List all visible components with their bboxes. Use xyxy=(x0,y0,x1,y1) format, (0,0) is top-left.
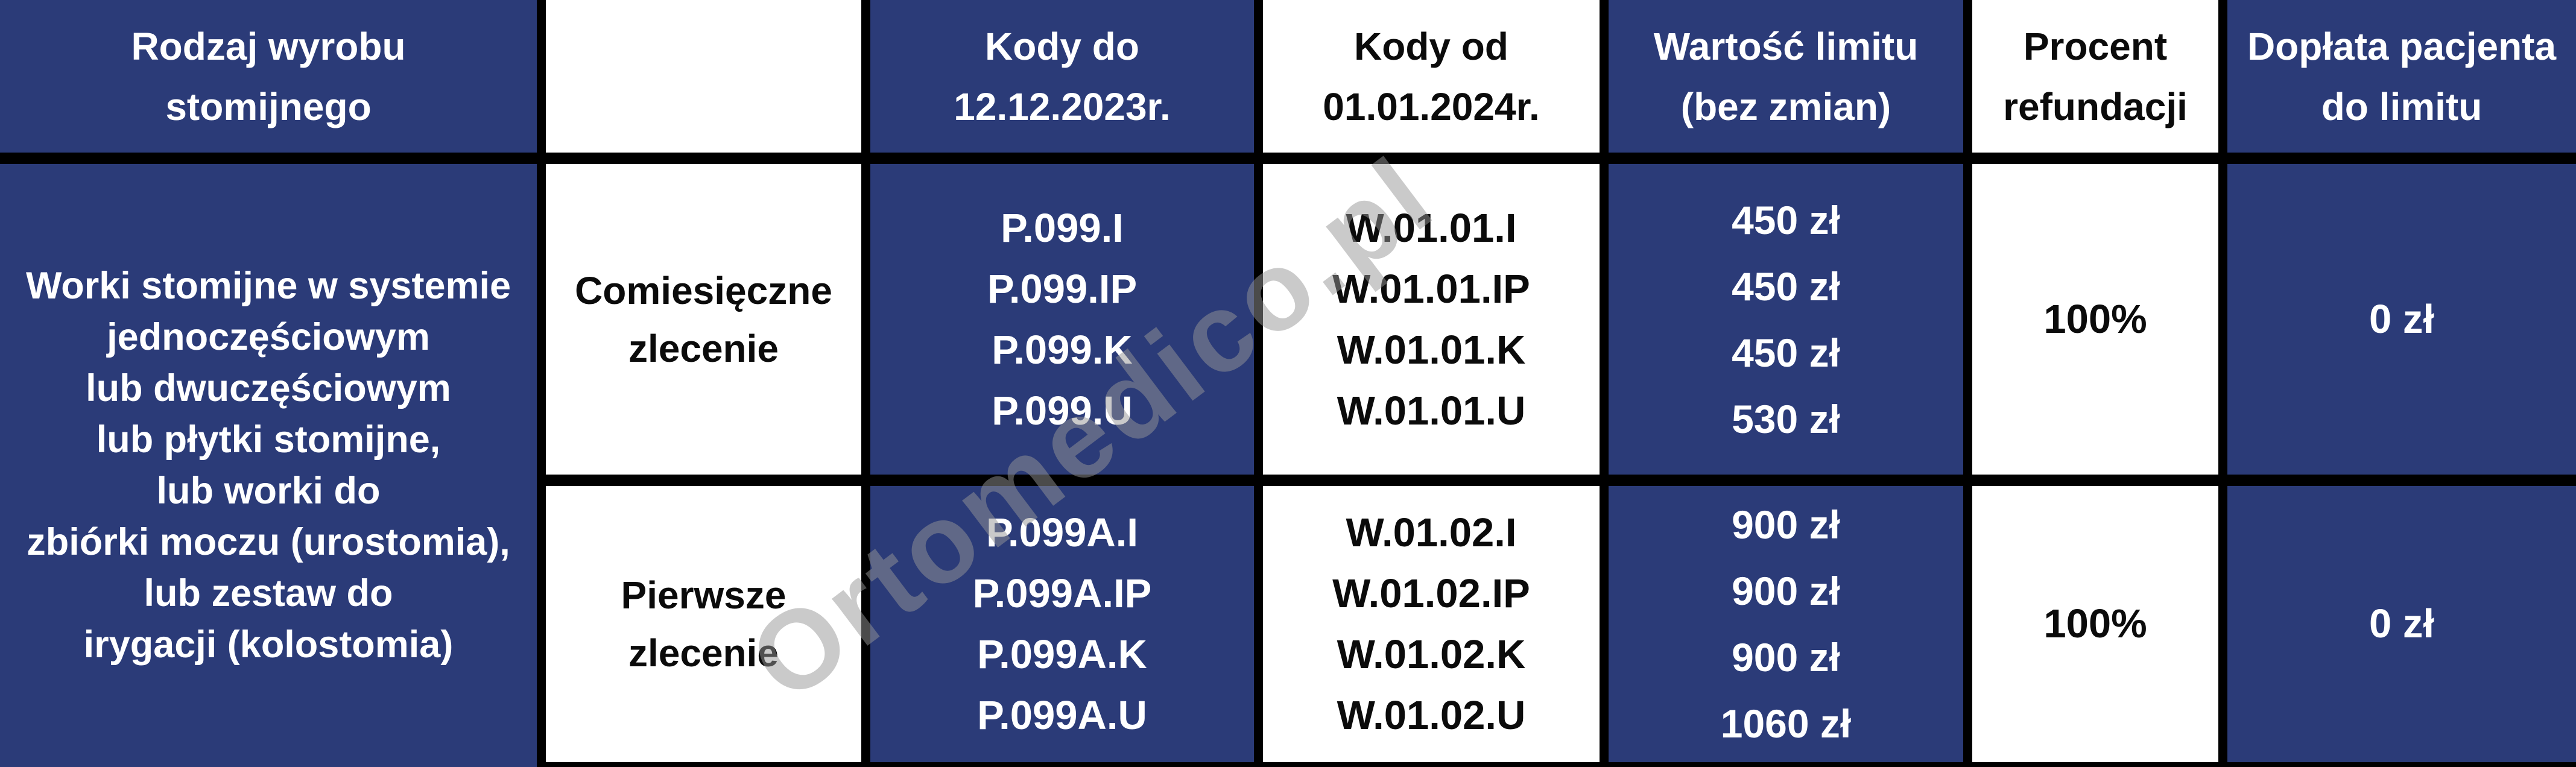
cell-codes-new-row1: W.01.01.I W.01.01.IP W.01.01.K W.01.01.U xyxy=(1263,164,1600,475)
header-cell-blank xyxy=(546,0,861,153)
order-type-line: zlecenie xyxy=(628,631,779,675)
cell-limit-values-row2: 900 zł 900 zł 900 zł 1060 zł xyxy=(1609,486,1963,762)
cell-order-type-row2: Pierwsze zlecenie xyxy=(546,486,861,762)
header-cell-limit-value: Wartość limitu (bez zmian) xyxy=(1609,0,1963,153)
cell-refund-row1: 100% xyxy=(1972,164,2218,475)
cell-refund-row2: 100% xyxy=(1972,486,2218,762)
cell-limit-values-row1: 450 zł 450 zł 450 zł 530 zł xyxy=(1609,164,1963,475)
product-line: jednoczęściowym xyxy=(107,316,430,358)
header-line: Kody do xyxy=(985,24,1139,68)
code-line: P.099A.I xyxy=(986,510,1139,555)
header-line: Wartość limitu xyxy=(1653,24,1919,68)
refund-value: 100% xyxy=(2043,601,2147,646)
product-line: Worki stomijne w systemie xyxy=(25,265,511,307)
order-type-line: zlecenie xyxy=(628,326,779,370)
code-line: P.099.K xyxy=(992,327,1133,373)
code-line: W.01.02.IP xyxy=(1332,571,1530,616)
header-line: refundacji xyxy=(2003,84,2188,128)
copay-value: 0 zł xyxy=(2369,601,2434,646)
cell-product-description: Worki stomijne w systemie jednoczęściowy… xyxy=(0,164,537,767)
header-line: Kody od xyxy=(1354,24,1508,68)
header-cell-refund-percent: Procent refundacji xyxy=(1972,0,2218,153)
limit-line: 900 zł xyxy=(1732,635,1840,680)
cell-codes-old-row1: P.099.I P.099.IP P.099.K P.099.U xyxy=(870,164,1254,475)
refund-value: 100% xyxy=(2043,296,2147,342)
code-line: W.01.02.I xyxy=(1346,510,1517,555)
cell-order-type-row1: Comiesięczne zlecenie xyxy=(546,164,861,475)
header-line: 01.01.2024r. xyxy=(1323,84,1540,128)
header-line: stomijnego xyxy=(165,84,372,128)
code-line: W.01.01.K xyxy=(1337,327,1526,373)
code-line: W.01.01.I xyxy=(1346,205,1517,251)
cell-copay-row2: 0 zł xyxy=(2227,486,2576,762)
header-cell-codes-until: Kody do 12.12.2023r. xyxy=(870,0,1254,153)
copay-value: 0 zł xyxy=(2369,296,2434,342)
limit-line: 450 zł xyxy=(1732,330,1840,375)
header-cell-product-type: Rodzaj wyrobu stomijnego xyxy=(0,0,537,153)
limit-line: 530 zł xyxy=(1732,396,1840,441)
product-line: lub worki do xyxy=(156,470,381,512)
header-line: Dopłata pacjenta xyxy=(2247,24,2557,68)
header-line: 12.12.2023r. xyxy=(954,84,1171,128)
product-line: lub dwuczęściowym xyxy=(86,367,451,409)
code-line: P.099.U xyxy=(992,388,1133,434)
code-line: P.099A.IP xyxy=(972,571,1152,616)
header-line: do limitu xyxy=(2321,84,2483,128)
code-line: W.01.01.U xyxy=(1337,388,1526,434)
limit-line: 450 zł xyxy=(1732,264,1840,309)
header-line: (bez zmian) xyxy=(1680,84,1891,128)
limit-line: 900 zł xyxy=(1732,502,1840,547)
product-line: lub płytki stomijne, xyxy=(96,418,441,461)
code-line: W.01.02.K xyxy=(1337,632,1526,677)
cell-copay-row1: 0 zł xyxy=(2227,164,2576,475)
limit-line: 1060 zł xyxy=(1720,701,1852,746)
limit-line: 450 zł xyxy=(1732,197,1840,242)
code-line: P.099A.U xyxy=(977,693,1147,738)
cell-codes-old-row2: P.099A.I P.099A.IP P.099A.K P.099A.U xyxy=(870,486,1254,762)
code-line: W.01.02.U xyxy=(1337,693,1526,738)
header-line: Rodzaj wyrobu xyxy=(131,24,406,68)
header-line: Procent xyxy=(2023,24,2168,68)
limit-line: 900 zł xyxy=(1732,569,1840,613)
product-line: lub zestaw do xyxy=(144,572,393,614)
code-line: W.01.01.IP xyxy=(1332,266,1530,312)
product-line: irygacji (kolostomia) xyxy=(83,623,454,666)
order-type-line: Pierwsze xyxy=(621,573,786,617)
code-line: P.099.I xyxy=(1001,205,1124,251)
header-cell-patient-copay: Dopłata pacjenta do limitu xyxy=(2227,0,2576,153)
code-line: P.099A.K xyxy=(977,632,1147,677)
order-type-line: Comiesięczne xyxy=(575,268,832,312)
product-line: zbiórki moczu (urostomia), xyxy=(27,521,510,563)
header-cell-codes-from: Kody od 01.01.2024r. xyxy=(1263,0,1600,153)
code-line: P.099.IP xyxy=(987,266,1138,312)
cell-codes-new-row2: W.01.02.I W.01.02.IP W.01.02.K W.01.02.U xyxy=(1263,486,1600,762)
